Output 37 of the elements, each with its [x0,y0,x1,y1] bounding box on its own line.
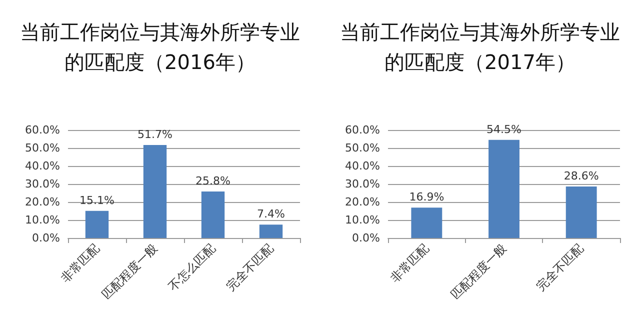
chart-title: 当前工作岗位与其海外所学专业的匹配度（2017年） [340,20,620,74]
y-tick-label: 50.0% [345,142,380,154]
bar [411,208,442,238]
y-tick-label: 60.0% [345,124,380,136]
bar [566,186,597,238]
bar [143,144,167,238]
y-tick-label: 20.0% [25,196,60,208]
data-label: 51.7% [138,128,172,141]
y-tick-label: 20.0% [345,196,380,208]
data-label: 7.4% [257,208,285,221]
data-label: 25.8% [196,174,230,188]
data-label: 15.1% [80,194,114,207]
x-tick-label: 完全不匹配 [224,241,276,294]
y-tick-label: 10.0% [345,214,380,226]
y-tick-label: 60.0% [25,124,60,136]
x-tick-label: 匹配程度一般 [99,241,160,302]
data-label: 54.5% [486,122,522,136]
data-label: 16.9% [409,190,444,204]
x-tick-label: 完全不匹配 [534,241,586,294]
bar [259,224,283,238]
chart-title: 当前工作岗位与其海外所学专业的匹配度（2016年） [20,20,300,74]
y-tick-label: 40.0% [345,160,380,172]
bar [488,140,520,238]
data-label: 28.6% [564,170,599,183]
x-tick-label: 不怎么匹配 [166,241,218,294]
y-tick-label: 40.0% [25,160,60,172]
y-tick-label: 30.0% [25,178,60,190]
y-tick-label: 10.0% [25,214,60,226]
bar [85,210,109,238]
x-tick-label: 匹配程度一般 [448,241,509,302]
y-tick-label: 0.0% [32,232,60,244]
x-tick-label: 非常匹配 [388,241,432,285]
y-tick-label: 50.0% [25,142,60,154]
y-tick-label: 0.0% [352,232,380,244]
y-tick-label: 30.0% [345,178,380,190]
bar [201,192,225,238]
x-tick-label: 非常匹配 [58,241,102,285]
